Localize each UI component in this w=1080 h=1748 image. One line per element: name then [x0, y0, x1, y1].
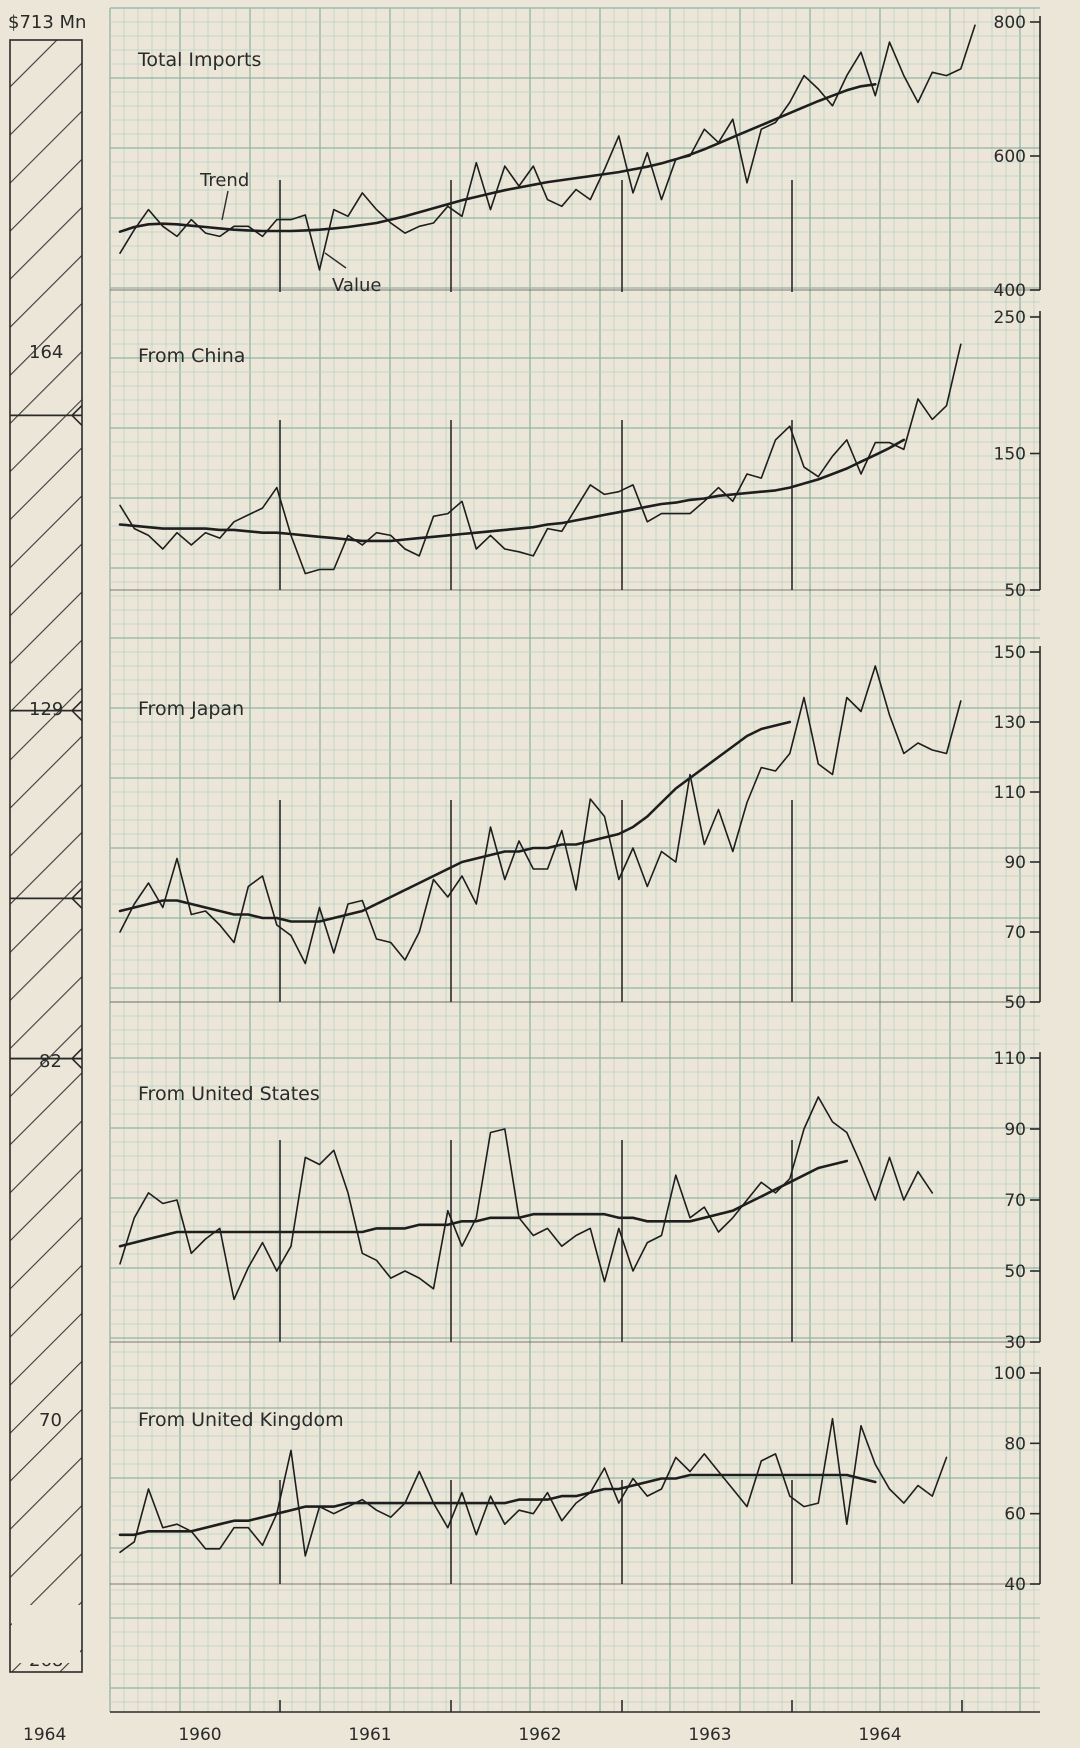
y-tick-label: 250 [994, 308, 1026, 328]
share-divider-arrow [70, 404, 83, 426]
trend-annotation-leader [221, 190, 229, 221]
share-divider-arrow [70, 887, 83, 909]
trend-line [118, 438, 906, 543]
value-line [119, 1096, 934, 1301]
y-tick-label: 50 [1004, 1262, 1026, 1282]
y-tick-label: 150 [994, 643, 1026, 663]
y-tick-label: 40 [1004, 1575, 1026, 1595]
x-tick-label: 1964 [858, 1725, 901, 1745]
x-tick-label: 1961 [348, 1725, 391, 1745]
y-tick-label: 400 [994, 281, 1026, 301]
panel-1: From China 50 150 250 [110, 308, 1041, 601]
trend-annotation: Trend [199, 170, 249, 191]
panel-2: From Japan 50 70 90 110 130 150 [110, 643, 1041, 1013]
others-label-box [12, 1605, 80, 1663]
sidebar-year-label: 1964 [23, 1725, 66, 1745]
x-axis: 1960 1961 1962 1963 1964 [110, 1700, 1040, 1745]
y-tick-label: 130 [994, 713, 1026, 733]
annotations: Trend Value [199, 170, 381, 296]
x-tick-label: 1963 [688, 1725, 731, 1745]
value-annotation: Value [332, 275, 381, 296]
y-tick-label: 110 [994, 783, 1026, 803]
y-tick-label: 90 [1004, 1120, 1026, 1140]
panel-title: From United States [138, 1083, 320, 1105]
value-line [119, 1417, 948, 1557]
y-tick-label: 100 [994, 1364, 1026, 1384]
y-tick-label: 60 [1004, 1505, 1026, 1525]
x-tick-label: 1960 [178, 1725, 221, 1745]
trend-line [118, 83, 877, 233]
y-tick-label: 50 [1004, 581, 1026, 601]
trend-line [118, 1159, 849, 1248]
panel-title: From United Kingdom [138, 1409, 344, 1431]
panels-layer: Total Imports 400 600 800 From China 50 150 250… [110, 13, 1041, 1595]
sidebar-total-label: $713 Mn [8, 12, 86, 33]
share-divider-arrow [70, 1048, 83, 1070]
share-sidebar: $713 Mn 1964 164 129 82 70 others 268 [8, 12, 86, 1745]
y-tick-label: 150 [994, 445, 1026, 465]
y-tick-label: 800 [994, 13, 1026, 33]
panel-4: From United Kingdom 40 60 80 100 [110, 1364, 1041, 1595]
trend-line [118, 720, 792, 923]
share-divider-arrow [70, 700, 83, 722]
panel-title: From Japan [138, 698, 244, 720]
y-tick-label: 110 [994, 1049, 1026, 1069]
panel-title: From China [138, 345, 245, 367]
share-bar [9, 39, 83, 1673]
value-line [119, 665, 962, 965]
trend-line [118, 1473, 877, 1537]
y-tick-label: 30 [1004, 1333, 1026, 1353]
y-tick-label: 50 [1004, 993, 1026, 1013]
panel-0: Total Imports 400 600 800 [110, 13, 1041, 301]
y-tick-label: 70 [1004, 923, 1026, 943]
y-tick-label: 80 [1004, 1434, 1026, 1454]
panel-3: From United States 30 50 70 90 110 [110, 1049, 1041, 1353]
value-annotation-leader [324, 252, 347, 269]
value-line [119, 24, 976, 271]
value-line [119, 343, 962, 575]
y-tick-label: 90 [1004, 853, 1026, 873]
y-tick-label: 600 [994, 147, 1026, 167]
y-tick-label: 70 [1004, 1191, 1026, 1211]
panel-title: Total Imports [137, 49, 261, 71]
grid-layer [109, 7, 1040, 1712]
x-tick-label: 1962 [518, 1725, 561, 1745]
